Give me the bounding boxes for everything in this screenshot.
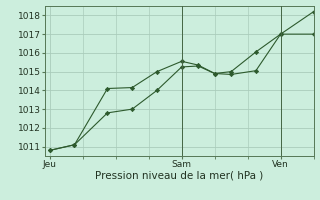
X-axis label: Pression niveau de la mer( hPa ): Pression niveau de la mer( hPa )	[95, 171, 263, 181]
